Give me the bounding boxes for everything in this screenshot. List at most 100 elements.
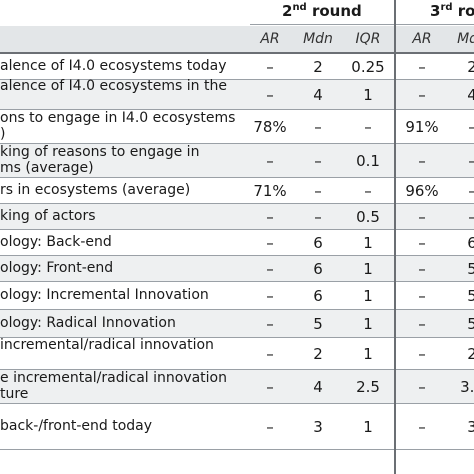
row-value: –: [364, 118, 372, 136]
row-value: 1: [363, 287, 373, 305]
col-header-ar-r3: AR: [412, 31, 432, 47]
row-value: 4: [313, 378, 323, 396]
row-value: 1: [363, 345, 373, 363]
row-value: 6: [313, 234, 323, 252]
row-value: 6: [313, 287, 323, 305]
row-label: ology: Front-end: [0, 261, 248, 277]
row-label-line: ology: Back-end: [0, 235, 112, 250]
row-value: 1: [363, 260, 373, 278]
row-value: 0.1: [356, 152, 380, 170]
row-value: 6: [313, 260, 323, 278]
row-divider: [0, 143, 474, 144]
table-row: ology: Back-end – 6 1 – 6: [0, 230, 474, 256]
row-value: –: [418, 260, 426, 278]
round-3-ordinal: rd: [440, 2, 453, 13]
row-value: 2.5: [356, 378, 380, 396]
row-label: ology: Incremental Innovation: [0, 288, 248, 304]
table-row: alence of I4.0 ecosystems in the – 4 1 – 4: [0, 79, 474, 110]
row-label-line: e incremental/radical innovation: [0, 371, 227, 386]
round-3-number: 3: [430, 2, 441, 20]
row-label: king of actors: [0, 209, 248, 225]
row-value: 5: [467, 287, 474, 305]
row-divider: [0, 255, 474, 256]
row-value: 1: [363, 315, 373, 333]
row-value: –: [266, 418, 274, 436]
row-divider: [0, 281, 474, 282]
row-value: –: [418, 345, 426, 363]
row-value: 2: [467, 58, 474, 76]
row-value: –: [266, 58, 274, 76]
row-value: –: [266, 208, 274, 226]
table-row: alence of I4.0 ecosystems today – 2 0.25 – 2: [0, 54, 474, 80]
round-2-number: 2: [282, 2, 293, 20]
table-row: king of reasons to engage in ms (average)…: [0, 144, 474, 178]
round-divider: [250, 24, 474, 25]
row-value: –: [454, 152, 474, 170]
row-label-line: back-/front-end today: [0, 419, 153, 434]
row-divider: [0, 449, 474, 450]
row-value: 96%: [405, 182, 439, 200]
row-label-line: ons to engage in I4.0 ecosystems: [0, 111, 236, 126]
row-value: 1: [363, 234, 373, 252]
row-value: 3: [313, 418, 323, 436]
col-header-iqr-r2: IQR: [355, 31, 381, 47]
row-value: 5: [467, 315, 474, 333]
row-value: 4: [467, 86, 474, 104]
row-value: –: [418, 58, 426, 76]
row-label: king of reasons to engage in ms (average): [0, 145, 248, 177]
row-value: 2: [467, 345, 474, 363]
row-label-line: alence of I4.0 ecosystems today: [0, 59, 227, 74]
row-label-line: ology: Radical Innovation: [0, 316, 176, 331]
row-label: e incremental/radical innovation ture: [0, 371, 248, 403]
row-divider: [0, 309, 474, 310]
row-value: –: [418, 208, 426, 226]
round-2-word: round: [311, 2, 362, 20]
row-value: –: [418, 418, 426, 436]
row-value: 0.25: [351, 58, 385, 76]
row-label: ology: Back-end: [0, 235, 248, 251]
row-value: –: [266, 315, 274, 333]
row-value: –: [266, 86, 274, 104]
table-row: king of actors – – 0.5 – –: [0, 204, 474, 230]
row-label-line: ture: [0, 386, 29, 402]
table-row: ology: Front-end – 6 1 – 5: [0, 256, 474, 282]
row-label: back-/front-end today: [0, 419, 248, 435]
round-separator: [394, 0, 396, 474]
row-label-line: alence of I4.0 ecosystems in the: [0, 79, 227, 94]
row-value: 1: [363, 86, 373, 104]
row-value: –: [266, 234, 274, 252]
row-divider: [0, 229, 474, 230]
table-row: incremental/radical innovation – 2 1 – 2: [0, 338, 474, 370]
row-value: –: [418, 234, 426, 252]
row-value: –: [418, 378, 426, 396]
row-value: –: [266, 152, 274, 170]
row-divider: [0, 369, 474, 370]
row-value: 1: [363, 418, 373, 436]
col-header-ar-r2: AR: [260, 31, 280, 47]
row-value: –: [266, 378, 274, 396]
row-value: –: [454, 208, 474, 226]
row-label-line: king of actors: [0, 209, 96, 224]
table-row: ology: Incremental Innovation – 6 1 – 5: [0, 282, 474, 310]
row-value: 5: [467, 260, 474, 278]
row-value: –: [314, 118, 322, 136]
row-value: –: [418, 315, 426, 333]
row-value: 2: [313, 345, 323, 363]
row-label-line: ): [0, 126, 6, 142]
row-value: 91%: [405, 118, 439, 136]
header-bottom-rule: [0, 52, 474, 54]
row-value: 3: [467, 418, 474, 436]
row-value: –: [418, 287, 426, 305]
row-value: –: [314, 182, 322, 200]
row-value: 6: [467, 234, 474, 252]
row-value: –: [266, 287, 274, 305]
table-row: ology: Radical Innovation – 5 1 – 5: [0, 310, 474, 338]
row-value: 4: [313, 86, 323, 104]
row-label-line: rs in ecosystems (average): [0, 183, 191, 198]
row-divider: [0, 79, 474, 80]
row-value: 5: [313, 315, 323, 333]
row-value: –: [418, 152, 426, 170]
row-value: –: [314, 208, 322, 226]
row-value: –: [266, 260, 274, 278]
row-label-line: [0, 354, 248, 370]
